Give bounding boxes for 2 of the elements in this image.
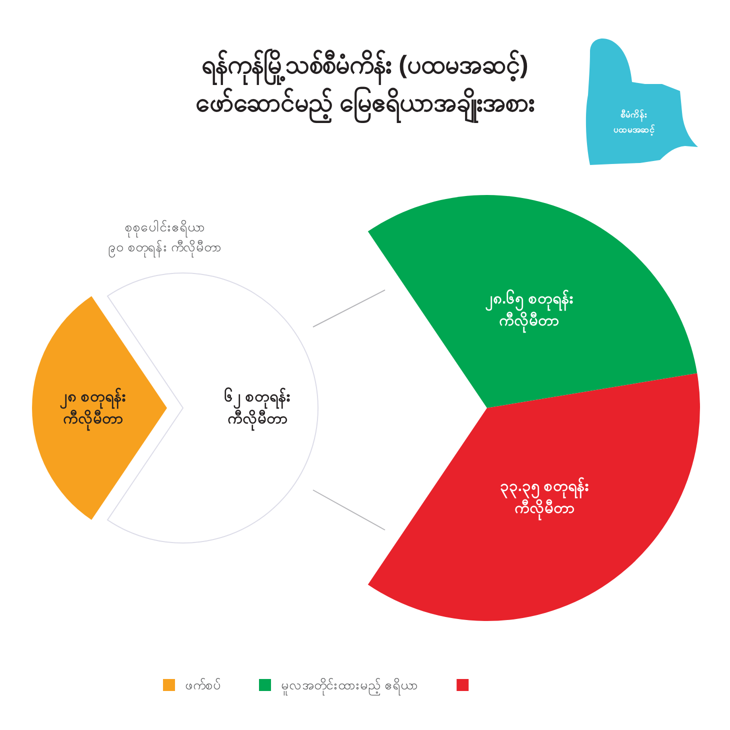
annotation: စီမံကိန်း ပထမအဆင့် bbox=[614, 110, 654, 134]
title: ရန်ကုန်မြို့သစ်စီမံကိန်း (ပထမအဆင့်) ဖော်ဆောင်မည့် မြေဧရိယာအချိုးအစား bbox=[192, 40, 538, 128]
